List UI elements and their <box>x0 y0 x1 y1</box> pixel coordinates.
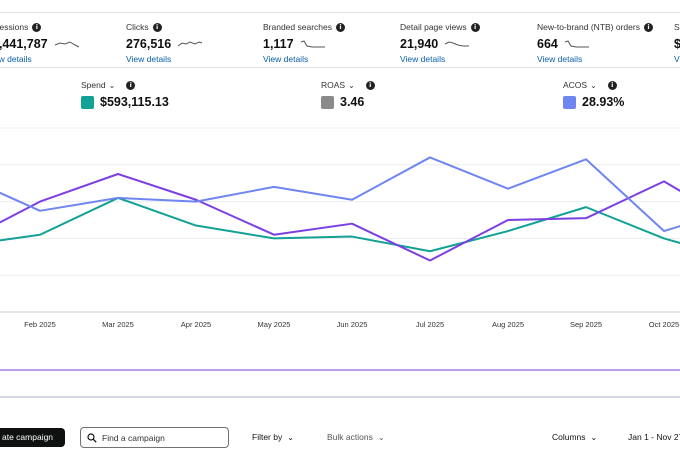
chevron-down-icon[interactable]: ⌄ <box>590 80 597 90</box>
x-tick-label: Sep 2025 <box>570 320 602 329</box>
chevron-down-icon: ⌄ <box>590 432 598 442</box>
sparkline-icon <box>564 40 589 48</box>
metric-label: Detail page views <box>400 22 467 32</box>
info-icon[interactable]: i <box>607 80 617 90</box>
info-icon[interactable]: i <box>365 80 375 90</box>
metric-ntb-orders[interactable]: New-to-brand (NTB) orders i 664 View deta… <box>537 22 653 68</box>
chart-grid <box>0 127 680 313</box>
sparkline-icon <box>445 41 470 47</box>
x-axis-ticks: Feb 2025 Mar 2025 Apr 2025 May 2025 Jun 2025… <box>24 320 679 329</box>
view-details-link[interactable]: Vi <box>674 54 680 64</box>
metric-label: New-to-brand (NTB) orders <box>537 22 640 32</box>
chart-series <box>0 156 680 262</box>
view-details-link[interactable]: View details <box>263 54 309 64</box>
metric-clicks[interactable]: Clicks i 276,516 View details <box>126 22 203 68</box>
selector-label: Spend <box>81 80 106 90</box>
columns-dropdown[interactable]: Columns ⌄ <box>552 432 597 442</box>
sparkline-icon <box>300 40 325 48</box>
series-line-2 <box>0 156 680 233</box>
metric-label: Clicks <box>126 22 149 32</box>
metric-sales[interactable]: Sa $ Vi <box>674 22 680 68</box>
selector-label: ACOS <box>563 80 588 90</box>
acos-color-swatch[interactable] <box>563 95 576 109</box>
campaign-toolbar: ate campaign Filter by ⌄ Bulk actions ⌄ Co… <box>0 424 680 450</box>
columns-label: Columns <box>552 432 586 442</box>
x-tick-label: Aug 2025 <box>492 320 524 329</box>
series-line-0 <box>0 196 680 253</box>
sparkline-icon <box>54 41 79 48</box>
chevron-down-icon: ⌄ <box>377 432 385 442</box>
metric-value: 1,117 <box>263 37 294 51</box>
metric-value: $ <box>674 37 680 51</box>
x-tick-label: Jun 2025 <box>337 320 368 329</box>
search-icon <box>87 432 97 443</box>
date-range-picker[interactable]: Jan 1 - Nov 27 <box>628 432 680 442</box>
info-icon[interactable]: i <box>643 22 653 32</box>
selector-acos[interactable]: ACOS ⌄ i 28.93% <box>563 80 624 109</box>
filter-by-label: Filter by <box>252 432 283 442</box>
x-tick-label: Oct 2025 <box>649 320 679 329</box>
metric-value: 21,940 <box>400 37 439 51</box>
view-details-link[interactable]: iew details <box>0 54 32 64</box>
metrics-top-divider <box>0 12 680 13</box>
metric-label: Sa <box>674 22 680 32</box>
metric-value: 0,441,787 <box>0 37 48 51</box>
bulk-actions-dropdown[interactable]: Bulk actions ⌄ <box>327 432 385 442</box>
spend-color-swatch[interactable] <box>81 95 94 109</box>
series-line-1 <box>0 173 680 262</box>
info-icon[interactable]: i <box>126 80 136 90</box>
chevron-down-icon[interactable]: ⌄ <box>348 80 355 90</box>
roas-color-swatch[interactable] <box>321 95 334 109</box>
view-details-link[interactable]: View details <box>126 54 172 64</box>
chevron-down-icon[interactable]: ⌄ <box>108 80 116 90</box>
sparkline-icon <box>177 41 203 47</box>
metrics-strip: pressionsi 0,441,787 iew details Clicksi… <box>0 0 680 68</box>
selector-value: 28.93% <box>582 95 625 109</box>
metric-detail-page-views[interactable]: Detail page views i 21,940 View details <box>400 22 480 68</box>
info-icon[interactable]: i <box>470 22 480 32</box>
create-campaign-button[interactable]: ate campaign <box>0 428 65 447</box>
metric-impressions[interactable]: pressionsi 0,441,787 iew details <box>0 22 80 68</box>
x-tick-label: Feb 2025 <box>24 320 56 329</box>
x-tick-label: Mar 2025 <box>102 320 134 329</box>
info-icon[interactable]: i <box>336 22 345 32</box>
chart-range-navigator[interactable] <box>0 369 680 398</box>
bulk-actions-label: Bulk actions <box>327 432 373 442</box>
metric-label: pressions <box>0 22 29 32</box>
x-tick-label: Jul 2025 <box>416 320 444 329</box>
chevron-down-icon: ⌄ <box>287 432 294 442</box>
info-icon[interactable]: i <box>152 22 162 32</box>
performance-chart[interactable]: Feb 2025 Mar 2025 Apr 2025 May 2025 Jun 2025… <box>0 118 680 403</box>
view-details-link[interactable]: View details <box>400 54 446 64</box>
metric-branded-searches[interactable]: Branded searches i 1,117 View details <box>263 22 345 68</box>
date-range-label: Jan 1 - Nov 27 <box>628 432 680 442</box>
view-details-link[interactable]: View details <box>537 54 583 64</box>
selector-label: ROAS <box>321 80 346 90</box>
x-tick-label: May 2025 <box>258 320 291 329</box>
filter-by-dropdown[interactable]: Filter by ⌄ <box>252 432 294 442</box>
metric-label: Branded searches <box>263 22 332 32</box>
metric-value: 664 <box>537 37 558 51</box>
info-icon[interactable]: i <box>32 22 42 32</box>
selector-roas[interactable]: ROAS ⌄ i 3.46 <box>321 80 375 109</box>
campaign-search[interactable] <box>80 427 229 448</box>
search-input[interactable] <box>102 432 222 443</box>
metric-value: 276,516 <box>126 37 172 51</box>
x-tick-label: Apr 2025 <box>181 320 211 329</box>
selector-spend[interactable]: Spend ⌄ i $593,115.13 <box>81 80 169 109</box>
selector-value: $593,115.13 <box>100 95 169 109</box>
selector-value: 3.46 <box>340 95 365 109</box>
